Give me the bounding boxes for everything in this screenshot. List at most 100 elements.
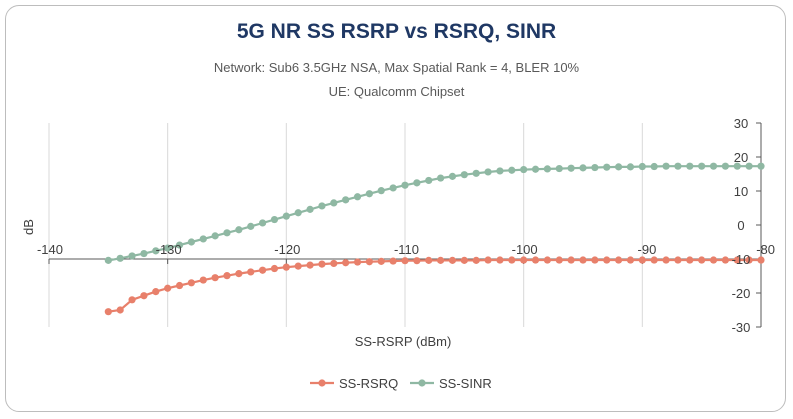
data-point-ss-rsrq	[555, 256, 563, 264]
data-point-ss-rsrq	[662, 256, 670, 264]
data-point-ss-rsrq	[721, 256, 730, 264]
data-point-ss-sinr	[270, 215, 279, 224]
series-layer	[104, 162, 765, 316]
data-point-ss-rsrq	[270, 264, 279, 273]
x-tick-label: -90	[638, 242, 657, 257]
data-point-ss-rsrq	[591, 256, 599, 264]
data-point-ss-rsrq	[342, 259, 350, 267]
data-point-ss-sinr	[698, 162, 706, 170]
data-point-ss-rsrq	[365, 258, 373, 266]
data-point-ss-sinr	[531, 165, 540, 173]
data-point-ss-sinr	[567, 164, 575, 172]
legend-marker-ss-rsrq	[318, 379, 326, 387]
data-point-ss-sinr	[211, 232, 219, 240]
x-tick-label: -80	[756, 242, 775, 257]
data-point-ss-sinr	[448, 172, 457, 180]
data-point-ss-sinr	[377, 187, 385, 195]
data-point-ss-sinr	[472, 169, 480, 177]
data-point-ss-sinr	[389, 184, 397, 192]
chart-subtitle-network: Network: Sub6 3.5GHz NSA, Max Spatial Ra…	[213, 60, 580, 75]
data-point-ss-rsrq	[448, 256, 457, 264]
data-point-ss-rsrq	[520, 256, 528, 264]
tick-labels: -140 -130 -120 -110 -100 -90 -80 30 20 10 0 -10 -20 -…	[37, 116, 775, 335]
data-point-ss-sinr	[365, 190, 373, 198]
data-point-ss-rsrq	[247, 268, 255, 276]
y-tick-label: 30	[734, 116, 748, 131]
data-point-ss-rsrq	[733, 256, 741, 264]
legend-label-ss-sinr: SS-SINR	[439, 376, 492, 391]
data-point-ss-rsrq	[318, 260, 326, 268]
data-point-ss-rsrq	[603, 256, 611, 264]
legend-label-ss-rsrq: SS-RSRQ	[339, 376, 398, 391]
data-point-ss-rsrq	[116, 306, 124, 314]
data-point-ss-rsrq	[389, 257, 397, 265]
data-point-ss-sinr	[223, 229, 231, 237]
data-point-ss-rsrq	[496, 256, 504, 264]
data-point-ss-sinr	[626, 163, 635, 171]
data-point-ss-rsrq	[709, 256, 718, 264]
data-point-ss-sinr	[116, 254, 124, 262]
data-point-ss-sinr	[175, 241, 184, 249]
x-tick-label: -120	[274, 242, 300, 257]
x-tick-label: -130	[156, 242, 182, 257]
data-point-ss-sinr	[496, 167, 504, 175]
data-point-ss-sinr	[662, 162, 670, 170]
y-tick-label: 10	[734, 184, 748, 199]
data-point-ss-rsrq	[223, 272, 231, 280]
data-point-ss-rsrq	[437, 256, 445, 264]
data-point-ss-rsrq	[413, 257, 421, 265]
data-point-ss-rsrq	[615, 256, 623, 264]
data-point-ss-rsrq	[650, 256, 658, 264]
data-point-ss-sinr	[520, 165, 528, 174]
data-point-ss-sinr	[709, 162, 718, 170]
data-point-ss-sinr	[425, 176, 433, 185]
data-point-ss-rsrq	[175, 281, 184, 290]
data-point-ss-rsrq	[187, 279, 195, 287]
data-point-ss-sinr	[686, 162, 694, 170]
data-point-ss-rsrq	[425, 256, 433, 264]
data-point-ss-rsrq	[626, 256, 635, 264]
data-point-ss-rsrq	[211, 274, 219, 282]
data-point-ss-sinr	[164, 244, 172, 252]
data-point-ss-sinr	[140, 249, 148, 258]
data-point-ss-rsrq	[472, 256, 480, 264]
data-point-ss-sinr	[330, 199, 338, 207]
data-point-ss-rsrq	[152, 288, 160, 296]
data-point-ss-rsrq	[377, 257, 385, 265]
legend: SS-RSRQ SS-SINR	[310, 376, 492, 391]
data-point-ss-rsrq	[745, 256, 753, 264]
data-point-ss-sinr	[674, 162, 682, 170]
data-point-ss-rsrq	[698, 256, 706, 264]
data-point-ss-sinr	[152, 247, 160, 255]
data-point-ss-rsrq	[508, 256, 516, 264]
data-point-ss-sinr	[413, 179, 421, 187]
data-point-ss-sinr	[757, 162, 765, 170]
data-point-ss-rsrq	[531, 256, 540, 264]
data-point-ss-sinr	[128, 252, 136, 260]
data-point-ss-sinr	[460, 171, 468, 179]
y-tick-label: -30	[732, 320, 751, 335]
data-point-ss-rsrq	[353, 258, 362, 266]
data-point-ss-sinr	[733, 162, 741, 170]
y-tick-label: 20	[734, 150, 748, 165]
data-point-ss-sinr	[199, 235, 207, 243]
data-point-ss-sinr	[721, 162, 730, 170]
data-point-ss-sinr	[342, 196, 350, 204]
legend-marker-ss-sinr	[418, 379, 426, 387]
y-axis-title: dB	[21, 219, 36, 235]
series-line-ss-sinr	[108, 165, 761, 262]
chart-subtitle-ue: UE: Qualcomm Chipset	[328, 84, 465, 99]
data-point-ss-sinr	[603, 163, 611, 171]
data-point-ss-sinr	[543, 165, 552, 173]
data-point-ss-sinr	[318, 202, 326, 210]
data-point-ss-sinr	[650, 162, 658, 171]
x-tick-label: -100	[512, 242, 538, 257]
x-axis-title: SS-RSRP (dBm)	[355, 334, 452, 349]
y-tick-label: -10	[732, 252, 751, 267]
data-point-ss-rsrq	[128, 296, 136, 304]
data-point-ss-sinr	[259, 219, 267, 227]
data-point-ss-sinr	[745, 162, 753, 170]
data-point-ss-rsrq	[306, 261, 314, 269]
gridlines	[48, 123, 762, 327]
